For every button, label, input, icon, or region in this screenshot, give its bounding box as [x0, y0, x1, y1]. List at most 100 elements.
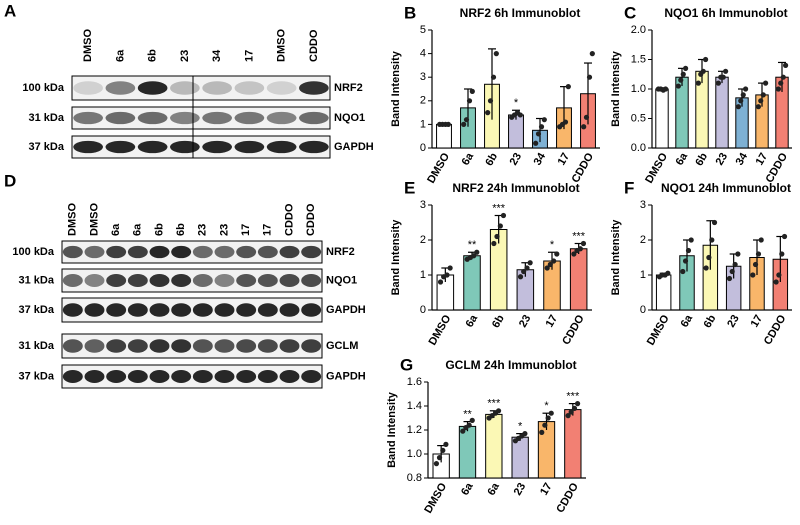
blot-band — [62, 370, 83, 383]
x-tick-label: DMSO — [425, 151, 452, 186]
blot-band — [214, 303, 235, 317]
y-axis-label: Band Intensity — [610, 50, 622, 127]
data-point — [548, 410, 554, 416]
data-point — [491, 240, 497, 247]
blot-band — [236, 274, 257, 287]
blot-band — [299, 81, 329, 95]
data-point — [778, 80, 784, 86]
bar — [655, 88, 669, 149]
y-tick-label: 1.0 — [407, 448, 422, 460]
data-point — [680, 268, 686, 275]
data-point — [461, 121, 467, 127]
lane-label: 23 — [197, 224, 209, 236]
data-point — [524, 265, 530, 271]
blot-band — [127, 274, 148, 287]
blot-band — [266, 81, 297, 95]
panel-letter: C — [624, 3, 636, 22]
blot-band — [301, 370, 322, 383]
blot-band — [202, 111, 232, 125]
data-point — [583, 114, 590, 120]
y-tick-label: 2 — [420, 95, 426, 107]
protein-label: NRF2 — [334, 82, 363, 94]
panel-letter: G — [400, 355, 413, 374]
blot-band — [84, 303, 105, 317]
lane-label: 23 — [179, 50, 191, 62]
x-tick-label: 6a — [674, 150, 691, 167]
x-tick-label: CDDO — [762, 313, 789, 347]
data-point — [522, 431, 528, 437]
bar — [715, 76, 729, 149]
data-point — [732, 261, 738, 268]
data-point — [723, 68, 729, 74]
lane-label: 17 — [243, 50, 255, 62]
lane-label: DMSO — [276, 29, 288, 62]
blot-band — [192, 370, 213, 383]
x-tick-label: 17 — [749, 313, 766, 330]
data-point — [752, 261, 759, 268]
x-tick-label: 23 — [512, 481, 529, 498]
blot-band — [73, 111, 103, 125]
data-point — [487, 98, 494, 104]
data-point — [758, 237, 764, 243]
size-label: 31 kDa — [19, 274, 55, 286]
bar — [655, 274, 672, 311]
blot-band — [299, 111, 329, 125]
blot-band — [62, 303, 83, 317]
lane-label: DMSO — [67, 203, 79, 236]
bar — [511, 436, 529, 479]
lane-label: 6b — [175, 223, 187, 236]
x-tick-label: 6b — [693, 151, 710, 168]
protein-label: NQO1 — [334, 112, 365, 124]
data-point — [565, 413, 571, 419]
blot-band — [257, 370, 278, 383]
bar — [485, 413, 503, 479]
size-label: 100 kDa — [22, 82, 64, 94]
data-point — [463, 117, 470, 123]
blot-band — [106, 370, 127, 383]
significance: *** — [487, 398, 501, 410]
y-tick-label: 0.0 — [631, 142, 646, 154]
blot-band — [192, 303, 213, 317]
blot-band — [279, 370, 300, 383]
x-tick-label: 23 — [517, 313, 534, 330]
y-axis-label: Band Intensity — [610, 219, 622, 296]
lane-label: CDDO — [305, 203, 317, 236]
x-tick-label: 6b — [702, 313, 719, 330]
data-point — [715, 80, 722, 86]
data-point — [436, 455, 443, 461]
blot-band — [214, 245, 235, 259]
lane-label: 17 — [262, 224, 274, 236]
blot-band — [266, 140, 297, 154]
data-point — [755, 251, 762, 257]
data-point — [466, 98, 473, 104]
blot-band — [192, 274, 213, 287]
blot-strip — [71, 135, 331, 159]
data-point — [495, 408, 502, 414]
blot-band — [170, 140, 200, 154]
data-point — [738, 98, 744, 104]
data-point — [544, 265, 550, 271]
data-point — [703, 56, 709, 63]
blot-band — [127, 303, 148, 317]
x-tick-label: 6a — [464, 312, 481, 329]
lane-label: 34 — [211, 49, 223, 62]
y-tick-label: 0.8 — [407, 472, 422, 484]
bar — [436, 123, 452, 149]
x-tick-label: DMSO — [645, 313, 672, 348]
protein-label: GAPDH — [326, 304, 366, 316]
blot-band — [171, 274, 192, 287]
y-tick-label: 0 — [420, 304, 426, 316]
y-tick-label: 3 — [420, 199, 426, 211]
significance: ** — [463, 409, 472, 421]
significance: * — [514, 97, 519, 109]
data-point — [568, 409, 574, 415]
data-point — [460, 428, 466, 434]
blot-band — [236, 339, 257, 353]
blot-band — [171, 303, 192, 317]
data-point — [494, 233, 500, 240]
panel-letter: D — [4, 171, 16, 190]
data-point — [571, 251, 577, 257]
bar — [564, 409, 582, 479]
data-point — [729, 268, 735, 275]
lane-label: 6a — [132, 223, 144, 236]
